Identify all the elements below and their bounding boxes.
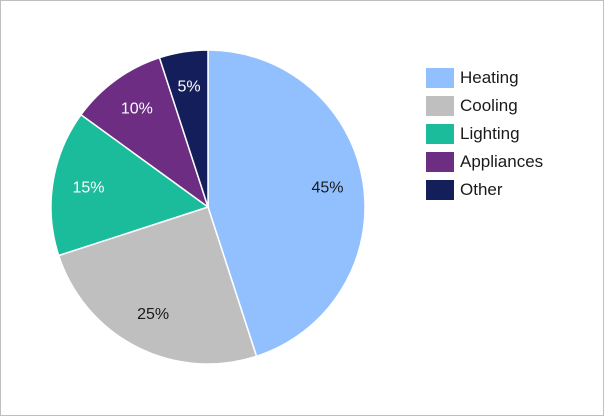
- pie-slice-other: [158, 49, 209, 208]
- legend-item-other: Other: [426, 176, 543, 204]
- legend-item-lighting: Lighting: [426, 120, 543, 148]
- legend-label-lighting: Lighting: [460, 124, 520, 143]
- pie-slice-appliances: [79, 56, 210, 209]
- legend-swatch-cooling: [426, 96, 454, 116]
- legend-swatch-lighting: [426, 124, 454, 144]
- legend-item-appliances: Appliances: [426, 148, 543, 176]
- pie-slice-cooling: [57, 206, 258, 365]
- data-label-appliances: 10%: [121, 100, 153, 117]
- data-label-other: 5%: [178, 79, 201, 96]
- legend: Heating Cooling Lighting Appliances Othe…: [426, 64, 543, 204]
- pie-slice-lighting: [50, 113, 210, 257]
- legend-swatch-other: [426, 180, 454, 200]
- legend-label-appliances: Appliances: [460, 152, 544, 171]
- legend-label-cooling: Cooling: [460, 96, 518, 115]
- legend-item-cooling: Cooling: [426, 92, 543, 120]
- legend-label-other: Other: [460, 180, 503, 199]
- legend-swatch-heating: [426, 68, 454, 88]
- data-label-lighting: 15%: [72, 179, 104, 196]
- legend-label-heating: Heating: [460, 68, 519, 87]
- legend-swatch-appliances: [426, 152, 454, 172]
- pie-slice-heating: [207, 49, 366, 358]
- data-label-heating: 45%: [311, 179, 343, 196]
- legend-item-heating: Heating: [426, 64, 543, 92]
- data-label-cooling: 25%: [137, 306, 169, 323]
